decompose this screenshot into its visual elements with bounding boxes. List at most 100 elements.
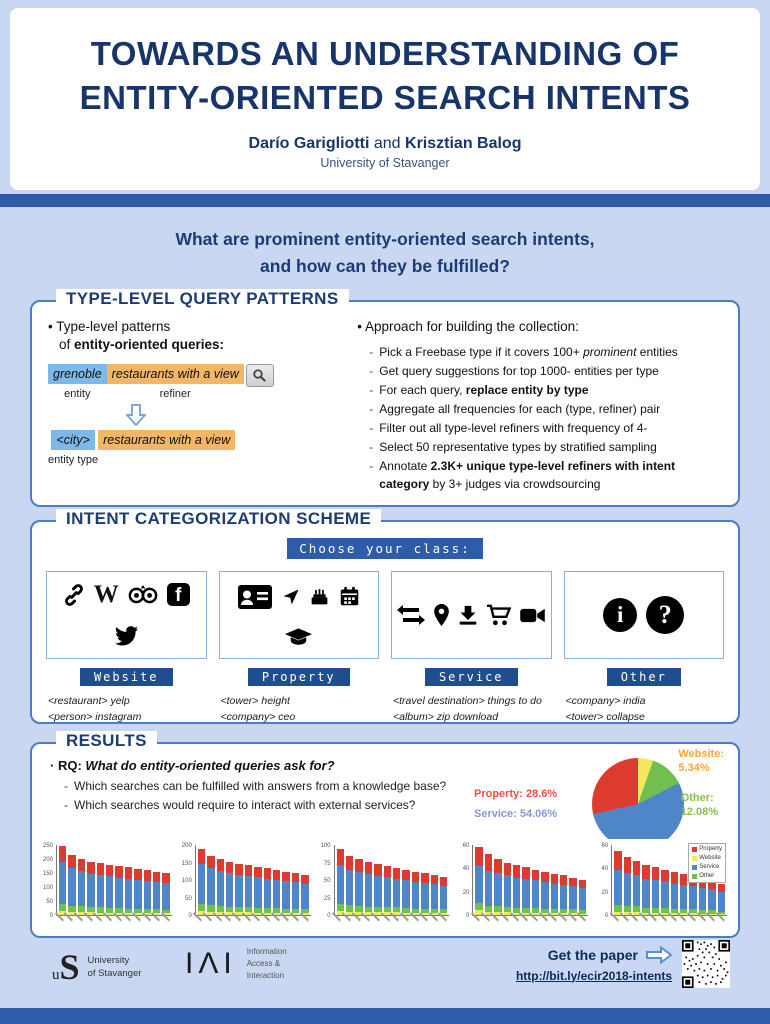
item-text: Aggregate all frequencies for each (type… xyxy=(379,401,661,416)
pie-label-other: Other: 12.08% xyxy=(681,792,718,820)
approach-list: Pick a Freebase type if it covers 100+ p… xyxy=(357,343,722,493)
item-bold: replace entity by type xyxy=(465,382,589,397)
header: TOWARDS AN UNDERSTANDING OF ENTITY-ORIEN… xyxy=(10,8,760,190)
bottom-bar xyxy=(0,1008,770,1024)
graduation-cap-icon xyxy=(285,628,313,645)
mini-bar-chart: 0 25 50 75 100 xyxy=(317,839,453,931)
stacked-bar xyxy=(421,845,429,915)
query-entity-chip: grenoble xyxy=(48,363,107,384)
stacked-bar xyxy=(623,845,631,915)
stacked-bar xyxy=(291,845,300,915)
stacked-bar xyxy=(273,845,281,915)
stacked-bar xyxy=(153,845,161,915)
facebook-icon: f xyxy=(166,583,190,607)
category-service: Service <travel destination> things to d… xyxy=(391,571,552,726)
stacked-bar xyxy=(430,845,439,915)
example: <company> ceo xyxy=(220,711,296,724)
pie-chart-area: Website: 5.34% Other: 12.08% Property: 2… xyxy=(474,748,724,856)
stacked-bar xyxy=(115,845,123,915)
title-line-1: TOWARDS AN UNDERSTANDING OF xyxy=(90,35,680,72)
item-text: For each query, xyxy=(379,382,466,397)
pie-chart xyxy=(592,758,684,850)
wikipedia-icon: W xyxy=(93,581,119,609)
stacked-bar xyxy=(106,845,114,915)
rq-question: What do entity-oriented queries ask for? xyxy=(85,758,335,773)
stacked-bar xyxy=(393,845,401,915)
approach-item: Pick a Freebase type if it covers 100+ p… xyxy=(369,343,722,361)
service-icon-box xyxy=(391,571,552,659)
typed-refiner-chip: restaurants with a view xyxy=(98,429,236,450)
pie-label-property: Property: 28.6% xyxy=(474,788,557,802)
question-line-1: What are prominent entity-oriented searc… xyxy=(175,229,595,249)
other-icon-box: i ? xyxy=(563,571,724,659)
uis-text-line: of Stavanger xyxy=(87,968,142,979)
category-website: W f Website <restaurant> yelp <person> i… xyxy=(46,571,207,726)
get-paper-block: Get the paper http://bit.ly/ecir2018-int… xyxy=(516,940,730,988)
right-arrow-icon xyxy=(646,945,672,964)
stacked-bar xyxy=(531,845,540,915)
stacked-bar xyxy=(541,845,549,915)
location-arrow-icon xyxy=(283,589,299,605)
iai-text-line: Information xyxy=(246,947,287,956)
iai-text-line: Access & xyxy=(246,959,281,968)
stacked-bar xyxy=(59,845,67,915)
item-post: entities xyxy=(636,344,678,359)
stacked-bar xyxy=(494,845,502,915)
stacked-bar xyxy=(96,845,105,915)
pie-label-text: Service: 54.06% xyxy=(474,808,558,820)
twitter-icon xyxy=(114,625,138,646)
section-title-intent: INTENT CATEGORIZATION SCHEME xyxy=(56,509,382,529)
iai-logo-block: IΛI Information Access & Interaction xyxy=(185,946,287,982)
refiner-label: refiner xyxy=(159,387,191,400)
pie-label-service: Service: 54.06% xyxy=(474,808,557,822)
research-question-line: RQ: What do entity-oriented queries ask … xyxy=(50,758,488,773)
search-button xyxy=(245,363,274,387)
iai-logo: IΛI xyxy=(185,947,237,980)
download-icon xyxy=(459,605,477,625)
stacked-bar xyxy=(560,845,568,915)
author-2: Krisztian Balog xyxy=(405,135,522,153)
mini-bar-chart: 0 20 40 60 Property Website Service Other xyxy=(595,839,730,931)
approach-item: Annotate 2.3K+ unique type-level refiner… xyxy=(369,457,722,493)
approach-item: For each query, replace entity by type xyxy=(369,381,722,399)
poster-title: TOWARDS AN UNDERSTANDING OF ENTITY-ORIEN… xyxy=(10,8,760,119)
stacked-bar xyxy=(226,845,234,915)
search-icon xyxy=(253,369,267,382)
stacked-bar xyxy=(68,845,76,915)
title-line-2: ENTITY-ORIENTED SEARCH INTENTS xyxy=(79,78,691,116)
question-line-2: and how can they be fulfilled? xyxy=(260,256,510,277)
item-text: Pick a Freebase type if it covers 100+ xyxy=(379,344,584,359)
pie-label-value: 5.34% xyxy=(678,761,710,774)
service-label: Service xyxy=(424,668,518,686)
stacked-bar xyxy=(661,845,669,915)
stacked-bar xyxy=(614,845,622,915)
subquestion: Which searches would require to interact… xyxy=(64,796,488,815)
stacked-bar xyxy=(263,845,272,915)
stacked-bar xyxy=(162,845,170,915)
affiliation: University of Stavanger xyxy=(320,156,450,171)
iai-logo-text: Information Access & Interaction xyxy=(247,946,287,982)
paper-url-link[interactable]: http://bit.ly/ecir2018-intents xyxy=(515,968,672,983)
qr-code xyxy=(682,940,730,988)
property-examples: <tower> height <company> ceo xyxy=(219,693,380,726)
property-icon-box xyxy=(218,571,379,659)
map-marker-icon xyxy=(434,604,450,626)
example: <restaurant> yelp xyxy=(48,695,130,707)
stacked-bar xyxy=(578,845,587,915)
stacked-bar xyxy=(633,845,641,915)
stacked-bar xyxy=(717,845,726,915)
stacked-bar xyxy=(143,845,152,915)
pie-label-website: Website: 5.34% xyxy=(678,748,724,776)
pie-label-text: Other: xyxy=(680,792,714,804)
stacked-bar xyxy=(670,845,679,915)
item-post: by 3+ judges via crowdsourcing xyxy=(429,476,601,491)
section-title-results: RESULTS xyxy=(56,731,157,751)
stacked-bar xyxy=(569,845,577,915)
stacked-bar xyxy=(197,845,206,915)
mini-bar-chart: 0 50 100 150 200 250 xyxy=(40,839,175,931)
item-bold: 2.3K+ unique type-level refiners with in… xyxy=(379,458,676,491)
typed-query-row: <city> entity type restaurants with a vi… xyxy=(48,429,351,466)
category-row: W f Website <restaurant> yelp <person> i… xyxy=(32,571,738,726)
website-examples: <restaurant> yelp <person> instagram xyxy=(46,693,207,726)
down-arrow-icon xyxy=(126,403,146,426)
